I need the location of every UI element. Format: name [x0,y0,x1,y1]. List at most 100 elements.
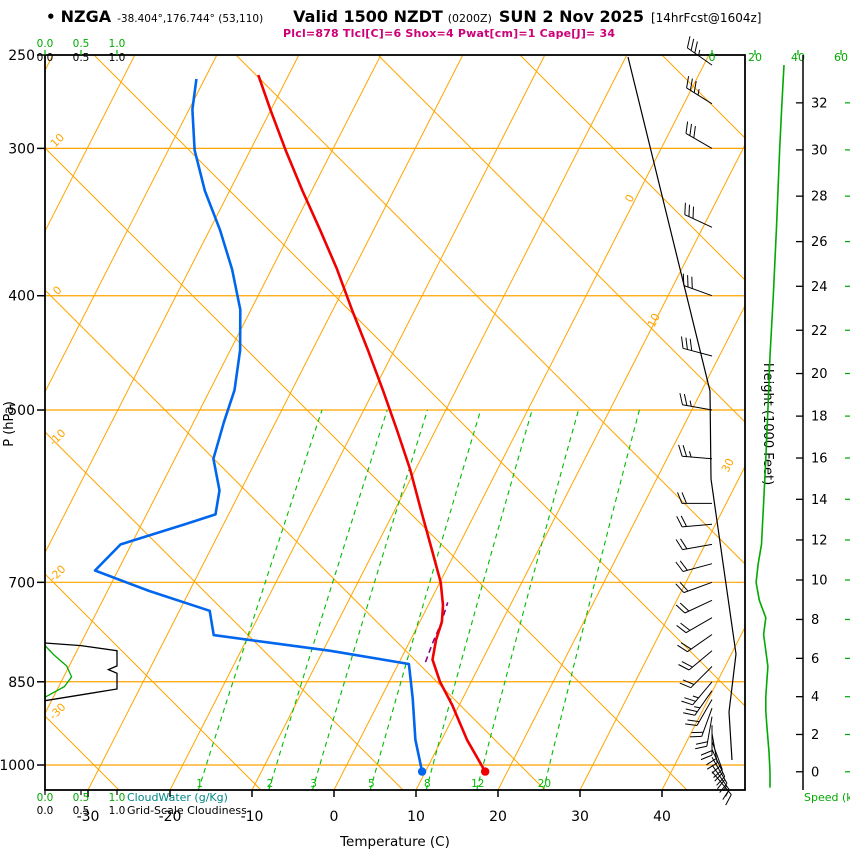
wind-barb-full-tick [679,560,688,571]
temperature-tick-label: 20 [489,809,507,825]
valid-time-label: Valid 1500 NZDT [293,7,443,26]
forecast-reference-label: [14hrFcst@1604z] [650,11,762,25]
wind-barb [685,699,713,726]
isotherm-line [661,626,745,790]
mixing-ratio-label: 2 [267,778,274,790]
wind-barb-full-tick [679,581,689,592]
wind-barb-full-tick [691,276,693,289]
temperature-tick-label: 30 [571,809,589,825]
wind-barb [678,650,713,671]
wind-barb [676,617,713,634]
wind-barb-full-tick [689,78,693,91]
cloudiness-scale-bottom-label: 0.5 [73,805,90,817]
wind-barb-full-tick [677,644,688,653]
lattice-layer [45,55,745,790]
wind-barb [681,681,713,706]
speed-scale-label: 60 [834,51,848,64]
height-tick-label: 18 [811,410,828,425]
dry-adiabat-line [93,55,745,707]
wind-barb-full-tick [686,76,690,88]
wind-barb-full-tick [679,682,691,689]
height-tick-label: 4 [811,690,819,705]
height-tick-label: 26 [811,235,828,250]
wind-barb-full-tick [676,516,683,528]
wind-barb-staff [701,708,713,737]
mixing-ratio-label: 12 [471,778,484,790]
speed-scale-label: 40 [791,51,805,64]
pressure-tick-label: 250 [8,48,35,64]
wind-barb-full-tick [693,126,696,138]
wind-barb-full-tick [689,338,693,351]
wind-barb-full-tick [685,121,689,134]
wind-barb-half-tick [688,451,692,458]
wind-barb-full-tick [675,561,684,572]
isotherm-line [251,55,628,790]
isotherm-label: 0 [623,192,638,204]
wind-barb-full-tick [681,661,693,668]
pressure-tick-label: 400 [8,289,35,305]
wind-barb-full-tick [676,625,687,634]
wind-barb-staff [682,347,713,357]
wind-barb-full-tick [680,515,688,527]
cloudwater-scale-top-label: 0.0 [37,38,54,50]
wind-barb-full-tick [684,202,686,215]
wind-barb-staff [688,650,713,671]
wind-barb-staff [682,523,713,528]
cloudiness-scale-top-label: 0.0 [37,52,54,64]
wind-barb [711,741,723,778]
dry-adiabat-line [45,289,546,790]
cloudiness-scale-bottom-label: 1.0 [109,805,126,817]
pressure-axis-label: P (hPa) [2,401,17,447]
wind-barb-staff [694,690,713,716]
mixing-ratio-label: 8 [424,778,431,790]
wind-barb-staff [682,543,713,551]
wind-barb-staff [687,47,713,66]
mixing-ratio-line [369,409,482,790]
cloudwater-axis-label: CloudWater (g/Kg) [127,791,228,804]
wind-barb [686,76,713,105]
wind-barb-full-tick [689,123,692,136]
wind-barb-full-tick [678,664,690,671]
isotherm-line [45,55,136,233]
wind-barb [677,634,713,653]
title-bar: • NZGA -38.404°,176.744° (53,110) Valid … [46,7,846,26]
wind-barb-full-tick [679,602,690,612]
wind-barb-full-tick [683,712,695,716]
wind-barb-staff [682,404,713,411]
isotherm-line [87,55,464,790]
wind-barb-full-tick [675,583,685,593]
wind-barb-full-tick [682,445,688,457]
height-tick-label: 10 [811,573,828,588]
wind-barb-full-tick [695,745,707,750]
wind-barb [684,202,713,228]
isotherm-line [45,55,382,715]
wind-barb [683,690,713,716]
parcel-curve [424,602,449,663]
surface-temperature-dot [481,767,490,776]
wind-barb-full-tick [682,679,695,685]
wind-barb-staff [687,634,713,653]
wind-barb-staff [683,581,713,594]
wind-barb-full-tick [688,204,690,217]
mixing-ratio-label: 20 [538,778,551,790]
wind-barb-full-tick [687,719,700,723]
height-tick-label: 16 [811,452,828,467]
wind-barb-half-tick [692,695,699,699]
grid-scale-cloudiness-curve [44,642,118,702]
dewpoint-curve [93,78,424,772]
wind-barb-full-tick [686,36,691,49]
mixing-ratio-label: 3 [310,778,317,790]
stability-indices-line: Plcl=878 Tlcl[C]=6 Shox=4 Pwat[cm]=1 Cap… [283,27,616,40]
wind-barb [700,725,713,761]
pressure-tick-label: 500 [8,403,35,419]
cloudiness-scale-top-label: 0.5 [73,52,90,64]
wind-barb-staff [690,666,713,689]
wind-barb-full-tick [685,723,698,726]
mixing-ratio-line [311,409,429,790]
wind-barb-full-tick [680,538,688,550]
wind-barb-full-tick [693,80,697,93]
pressure-tick-label: 300 [8,141,35,157]
wind-barb [679,666,713,689]
height-tick-label: 24 [811,280,828,295]
dry-adiabat-line [45,147,688,790]
